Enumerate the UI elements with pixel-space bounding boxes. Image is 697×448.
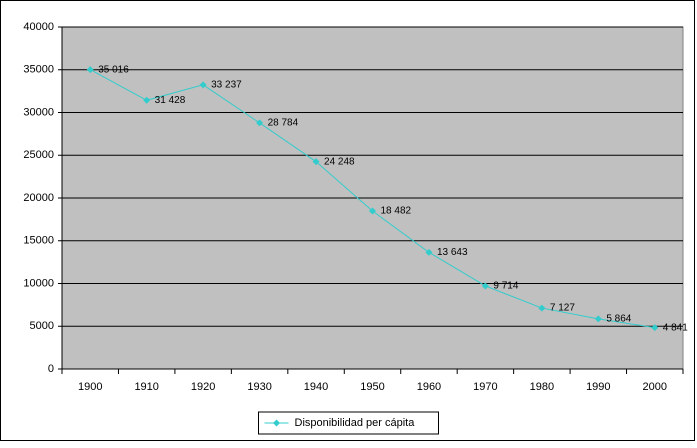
y-tick-label: 30000 bbox=[23, 106, 54, 118]
point-marker bbox=[86, 66, 94, 74]
point-marker bbox=[425, 248, 433, 256]
value-label: 28 784 bbox=[268, 118, 299, 129]
point-marker bbox=[594, 315, 602, 323]
x-tick-label: 1970 bbox=[473, 381, 497, 393]
value-label: 9 714 bbox=[493, 281, 518, 292]
value-label: 35 016 bbox=[98, 64, 129, 75]
y-tick-label: 20000 bbox=[23, 192, 54, 204]
y-tick-label: 15000 bbox=[23, 235, 54, 247]
value-label: 5 864 bbox=[606, 314, 631, 325]
x-tick-label: 1950 bbox=[360, 381, 384, 393]
point-marker bbox=[256, 119, 264, 127]
point-marker bbox=[369, 207, 376, 215]
value-label: 7 127 bbox=[550, 303, 575, 314]
y-tick-label: 40000 bbox=[23, 21, 54, 33]
point-marker bbox=[199, 81, 207, 89]
x-tick-label: 1930 bbox=[247, 381, 271, 393]
value-label: 13 643 bbox=[437, 247, 468, 258]
x-tick-label: 2000 bbox=[643, 381, 667, 393]
value-label: 31 428 bbox=[155, 95, 186, 106]
x-tick-label: 1980 bbox=[530, 381, 554, 393]
y-tick-label: 10000 bbox=[23, 277, 54, 289]
point-marker bbox=[312, 158, 320, 166]
point-marker bbox=[481, 282, 489, 290]
y-tick-label: 0 bbox=[48, 363, 54, 375]
y-tick-label: 25000 bbox=[23, 149, 54, 161]
value-label: 4 841 bbox=[663, 322, 688, 333]
x-tick-label: 1990 bbox=[586, 381, 610, 393]
value-label: 24 248 bbox=[324, 156, 355, 167]
x-tick-label: 1910 bbox=[134, 381, 158, 393]
x-tick-label: 1900 bbox=[78, 381, 102, 393]
y-tick-label: 35000 bbox=[23, 64, 54, 76]
legend-label: Disponibilidad per cápita bbox=[295, 417, 416, 429]
y-tick-label: 5000 bbox=[30, 320, 54, 332]
legend-marker bbox=[273, 419, 280, 427]
point-marker bbox=[651, 324, 659, 332]
x-tick-label: 1920 bbox=[191, 381, 215, 393]
x-tick-label: 1940 bbox=[304, 381, 328, 393]
point-marker bbox=[538, 304, 546, 312]
point-marker bbox=[143, 96, 151, 104]
value-label: 18 482 bbox=[381, 206, 412, 217]
value-label: 33 237 bbox=[211, 79, 242, 90]
legend-box bbox=[258, 411, 439, 435]
x-tick-label: 1960 bbox=[417, 381, 441, 393]
